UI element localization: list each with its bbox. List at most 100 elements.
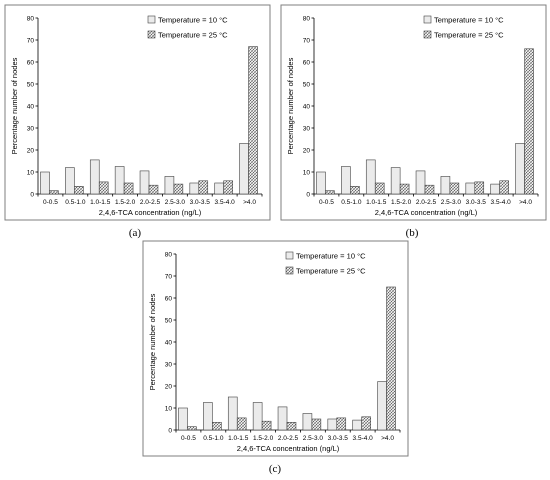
bar-temp-10 [227,396,238,431]
x-tick-label: 0-0.5 [43,199,58,206]
legend-label-temp-10: Temperature = 10 °C [434,16,504,25]
bar-temp-25 [236,417,247,431]
y-tick-label: 80 [27,15,35,22]
x-tick-label: 1.0-1.5 [228,435,249,442]
bar-temp-25 [173,183,184,195]
bar-temp-25 [474,181,485,195]
y-tick-label: 80 [303,15,311,22]
bar-temp-25 [325,190,335,195]
bar-temp-10 [139,170,150,195]
x-tick-label: 1.5-2.0 [115,199,136,206]
x-tick-label: 0-0.5 [319,199,334,206]
y-tick-label: 20 [27,147,35,154]
y-tick-label: 40 [27,103,35,110]
x-tick-label: 3.5-4.0 [353,435,374,442]
bar-temp-25 [524,48,534,195]
bar-temp-25 [261,420,272,431]
bar-temp-10 [40,171,50,195]
bar-temp-25 [386,286,396,431]
y-tick-label: 10 [27,169,35,176]
y-tick-label: 70 [303,37,311,44]
bar-temp-10 [178,407,188,431]
x-tick-label: 3.5-4.0 [215,199,236,206]
chart-panel-c: 0 10 20 30 40 50 60 70 80 0-0.5 0.5-1.0 1.0-1.5 1.5-… [142,240,409,475]
y-tick-label: 0 [306,191,310,198]
legend-swatch-temp-10 [423,15,432,24]
y-tick-label: 20 [303,147,311,154]
panel-caption: (a) [129,227,142,239]
bar-temp-10 [465,182,476,195]
bar-temp-10 [164,176,175,195]
bar-temp-25 [74,186,84,195]
x-tick-label: 3.0-3.5 [328,435,349,442]
bar-temp-10 [440,176,451,195]
y-tick-label: 10 [303,169,311,176]
y-axis-title: Percentage number of nodes [286,57,295,154]
chart-panel-b: 0 10 20 30 40 50 60 70 80 0-0.5 0.5-1.0 1.0-1.5 1.5-… [280,4,547,239]
x-tick-label: 0.5-1.0 [341,199,362,206]
bar-temp-25 [98,181,109,195]
bar-temp-10 [316,171,326,195]
bar-temp-10 [352,419,362,431]
bar-temp-25 [311,418,322,431]
bar-temp-25 [336,417,347,431]
y-tick-label: 40 [165,339,173,346]
bar-temp-25 [223,180,233,195]
y-tick-label: 30 [165,361,173,368]
legend-swatch-temp-25 [285,266,294,275]
bar-temp-25 [187,426,197,431]
x-axis-title: 2,4,6-TCA concentration (ng/L) [99,208,202,217]
x-tick-label: >4.0 [519,199,532,206]
x-tick-label: >4.0 [243,199,256,206]
y-tick-label: 0 [168,427,172,434]
bar-temp-10 [341,166,351,195]
y-tick-label: 60 [27,59,35,66]
x-tick-label: 1.0-1.5 [90,199,111,206]
bar-temp-10 [415,170,426,195]
y-axis-title: Percentage number of nodes [148,293,157,390]
x-tick-label: >4.0 [381,435,394,442]
bar-temp-25 [350,186,360,195]
bar-temp-25 [449,182,460,195]
y-axis-title: Percentage number of nodes [10,57,19,154]
bar-temp-10 [365,159,376,195]
bar-temp-10 [89,159,100,195]
bar-temp-10 [490,183,500,195]
legend-label-temp-10: Temperature = 10 °C [158,16,228,25]
legend-swatch-temp-25 [147,30,156,39]
y-tick-label: 60 [165,295,173,302]
y-tick-label: 50 [165,317,173,324]
x-axis-title: 2,4,6-TCA concentration (ng/L) [237,444,340,453]
bar-temp-25 [123,182,134,195]
bar-temp-25 [148,184,159,195]
bar-temp-25 [424,184,435,195]
y-tick-label: 70 [27,37,35,44]
bar-temp-10 [515,143,525,195]
x-tick-label: 1.5-2.0 [391,199,412,206]
y-tick-label: 30 [27,125,35,132]
panel-caption: (c) [269,463,282,475]
x-tick-label: 2.0-2.5 [140,199,161,206]
bar-temp-10 [390,167,401,195]
y-tick-label: 40 [303,103,311,110]
legend-label-temp-25: Temperature = 25 °C [296,267,366,276]
panel-caption: (b) [406,227,419,239]
bar-temp-25 [499,180,509,195]
legend-swatch-temp-25 [423,30,432,39]
bar-temp-25 [212,421,222,431]
bar-temp-25 [361,416,371,431]
x-axis-title: 2,4,6-TCA concentration (ng/L) [375,208,478,217]
bar-temp-25 [198,180,209,195]
y-tick-label: 60 [303,59,311,66]
x-tick-label: 1.5-2.0 [253,435,274,442]
y-tick-label: 30 [303,125,311,132]
y-tick-label: 80 [165,251,173,258]
y-tick-label: 10 [165,405,173,412]
bar-temp-10 [277,406,288,431]
bar-temp-25 [248,46,258,195]
legend-label-temp-25: Temperature = 25 °C [158,31,228,40]
bar-temp-10 [239,143,249,195]
x-tick-label: 2.5-3.0 [303,435,324,442]
bar-temp-10 [65,167,75,195]
